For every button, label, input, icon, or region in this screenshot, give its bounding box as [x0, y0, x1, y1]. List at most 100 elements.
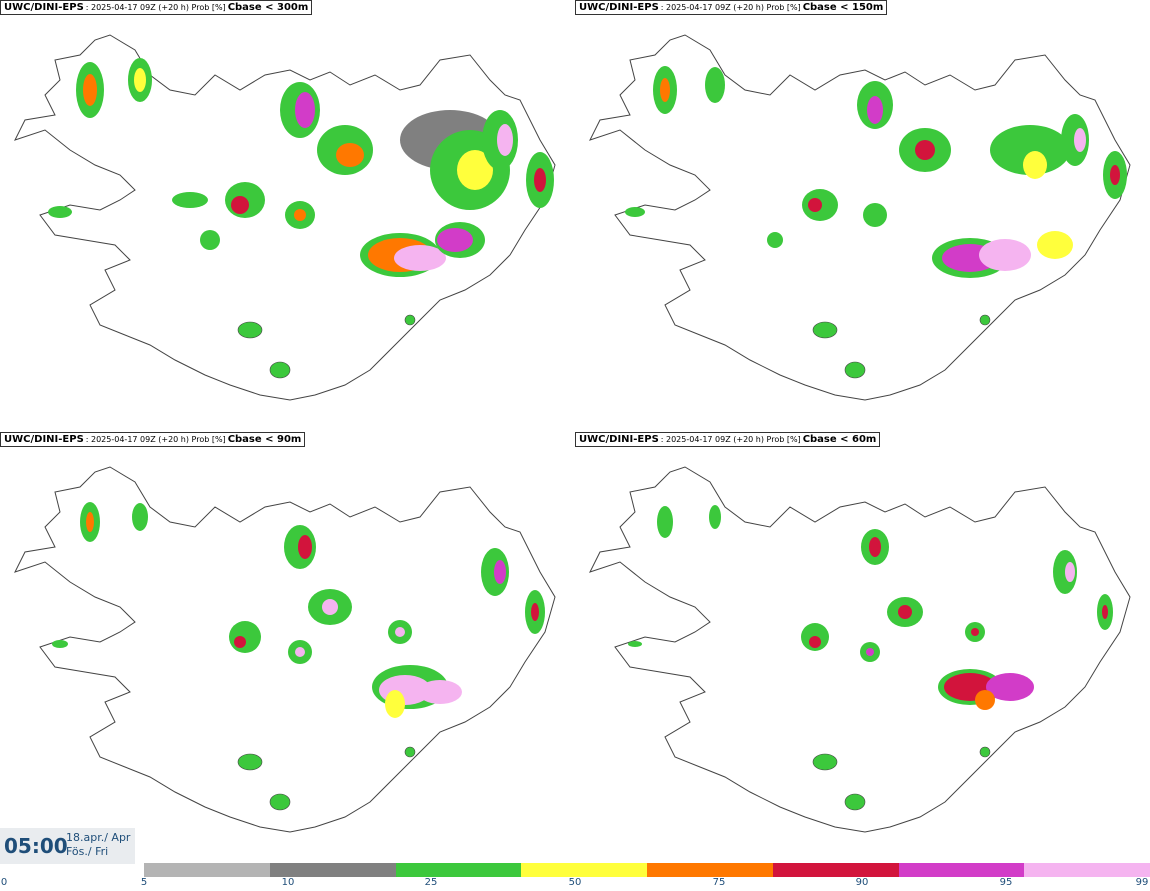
- run-info: : 2025-04-17 09Z (+20 h) Prob [%]: [85, 435, 226, 444]
- probability-area: [767, 232, 783, 248]
- probability-area: [295, 92, 315, 128]
- legend-colorbar: [144, 863, 1150, 877]
- panel-title: UWC/DINI-EPS: 2025-04-17 09Z (+20 h) Pro…: [0, 432, 306, 447]
- probability-area: [437, 228, 473, 252]
- probability-legend: 0 5 10 25 50 75 90 95 99: [0, 862, 1150, 891]
- day-label: Fös./ Fri: [66, 845, 109, 858]
- valid-time-box: 05:00 18.apr./ Apr Fös./ Fri: [0, 828, 135, 864]
- probability-area: [812, 753, 838, 771]
- probability-area: [418, 680, 462, 704]
- model-name: UWC/DINI-EPS: [4, 2, 84, 13]
- probability-area: [975, 690, 995, 710]
- legend-tick: 95: [999, 877, 1013, 888]
- legend-tick: 99: [1135, 877, 1149, 888]
- model-name: UWC/DINI-EPS: [4, 434, 84, 445]
- probability-area: [531, 603, 539, 621]
- probability-area: [898, 605, 912, 619]
- panel-title: UWC/DINI-EPS: 2025-04-17 09Z (+20 h) Pro…: [575, 432, 881, 447]
- probability-area: [971, 628, 979, 636]
- probability-area: [979, 314, 991, 326]
- iceland-map: [14, 466, 556, 833]
- date-label: 18.apr./ Apr: [66, 831, 131, 844]
- probability-area: [1065, 562, 1075, 582]
- probability-area: [229, 621, 261, 653]
- legend-tick: 90: [855, 877, 869, 888]
- probability-area: [1110, 165, 1120, 185]
- valid-date: 18.apr./ Apr Fös./ Fri: [66, 831, 130, 859]
- coastline: [589, 34, 1131, 401]
- probability-area: [1074, 128, 1086, 152]
- legend-swatch: [898, 863, 1025, 877]
- probability-area: [866, 648, 874, 656]
- probability-area: [231, 196, 249, 214]
- probability-area: [812, 321, 838, 339]
- run-info: : 2025-04-17 09Z (+20 h) Prob [%]: [660, 435, 801, 444]
- probability-area: [1023, 151, 1047, 179]
- probability-area: [52, 640, 68, 648]
- probability-area: [269, 793, 291, 811]
- probability-area: [497, 124, 513, 156]
- probability-area: [134, 68, 146, 92]
- iceland-map: [589, 34, 1131, 401]
- probability-area: [237, 321, 263, 339]
- legend-swatch: [647, 863, 773, 877]
- probability-area: [295, 647, 305, 657]
- probability-area: [863, 203, 887, 227]
- probability-area: [394, 245, 446, 271]
- probability-area: [844, 361, 866, 379]
- coastline: [14, 466, 556, 833]
- valid-time: 05:00: [4, 834, 68, 858]
- probability-area: [657, 506, 673, 538]
- cbase-threshold: Cbase < 300m: [227, 2, 309, 13]
- probability-area: [395, 627, 405, 637]
- probability-area: [404, 746, 416, 758]
- probability-area: [86, 512, 94, 532]
- cbase-threshold: Cbase < 60m: [802, 434, 877, 445]
- probability-area: [625, 207, 645, 217]
- probability-area: [1037, 231, 1073, 259]
- probability-area: [494, 560, 506, 584]
- probability-area: [979, 746, 991, 758]
- probability-area: [132, 503, 148, 531]
- probability-area: [844, 793, 866, 811]
- probability-area: [48, 206, 72, 218]
- probability-area: [979, 239, 1031, 271]
- probability-area: [385, 690, 405, 718]
- probability-area: [809, 636, 821, 648]
- probability-area: [534, 168, 546, 192]
- probability-area: [298, 535, 312, 559]
- probability-area: [867, 96, 883, 124]
- probability-area: [234, 636, 246, 648]
- legend-tick: 25: [424, 877, 438, 888]
- probability-area: [83, 74, 97, 106]
- probability-area: [404, 314, 416, 326]
- legend-swatch: [269, 863, 396, 877]
- map-panel-cbase-90: UWC/DINI-EPS: 2025-04-17 09Z (+20 h) Pro…: [0, 432, 575, 862]
- probability-area: [660, 78, 670, 102]
- map-panel-cbase-150: UWC/DINI-EPS: 2025-04-17 09Z (+20 h) Pro…: [575, 0, 1150, 430]
- legend-swatch: [772, 863, 899, 877]
- model-name: UWC/DINI-EPS: [579, 434, 659, 445]
- probability-area: [709, 505, 721, 529]
- probability-area: [869, 537, 881, 557]
- probability-area: [200, 230, 220, 250]
- probability-area: [336, 143, 364, 167]
- probability-area: [986, 673, 1034, 701]
- iceland-map: [589, 466, 1131, 833]
- probability-area: [269, 361, 291, 379]
- probability-area: [172, 192, 208, 208]
- probability-area: [990, 125, 1070, 175]
- run-info: : 2025-04-17 09Z (+20 h) Prob [%]: [85, 3, 226, 12]
- legend-tick: 0: [0, 877, 8, 888]
- cbase-threshold: Cbase < 150m: [802, 2, 884, 13]
- cbase-threshold: Cbase < 90m: [227, 434, 302, 445]
- probability-area: [808, 198, 822, 212]
- probability-area: [322, 599, 338, 615]
- map-panel-cbase-300: UWC/DINI-EPS: 2025-04-17 09Z (+20 h) Pro…: [0, 0, 575, 430]
- probability-area: [628, 641, 642, 647]
- legend-tick: 50: [568, 877, 582, 888]
- panel-title: UWC/DINI-EPS: 2025-04-17 09Z (+20 h) Pro…: [575, 0, 888, 15]
- probability-area: [1102, 605, 1108, 619]
- legend-tick: 10: [281, 877, 295, 888]
- model-name: UWC/DINI-EPS: [579, 2, 659, 13]
